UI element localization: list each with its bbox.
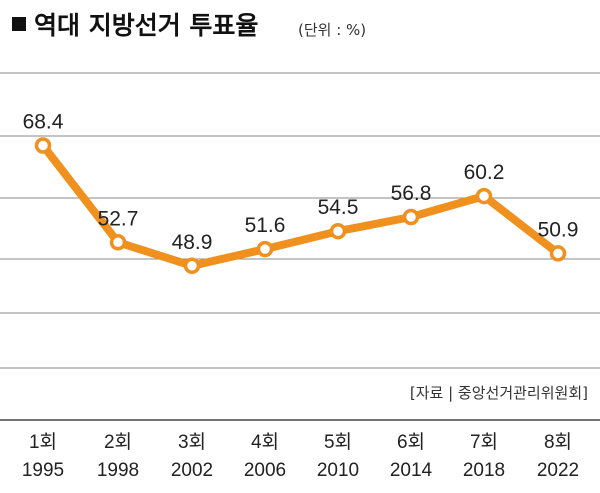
source-note: [자료 | 중앙선거관리위원회] <box>410 384 588 402</box>
data-point-3 <box>183 257 201 275</box>
data-point-1 <box>34 137 52 154</box>
x-axis-labels: 1회 1995 2회 1998 3회 2002 4회 2006 5회 2010 6회 2014 7회 20… <box>22 431 579 481</box>
x-label-year-8: 2022 <box>537 460 579 481</box>
series-line <box>39 141 562 270</box>
x-label-year-7: 2018 <box>463 460 505 481</box>
data-markers <box>34 137 567 275</box>
data-point-6 <box>402 208 420 226</box>
data-label-7: 60.2 <box>464 161 505 184</box>
data-label-2: 52.7 <box>98 207 139 230</box>
data-label-1: 68.4 <box>23 111 64 134</box>
x-label-year-6: 2014 <box>390 460 433 481</box>
chart-unit: (단위 : %) <box>298 21 366 39</box>
x-label-round-6: 6회 <box>397 431 425 453</box>
data-point-8 <box>549 245 567 262</box>
x-label-year-3: 2002 <box>171 460 213 481</box>
chart-title: 역대 지방선거 투표율 <box>34 11 258 40</box>
x-label-year-4: 2006 <box>244 460 286 481</box>
data-point-2 <box>109 234 127 251</box>
x-label-round-3: 3회 <box>178 431 206 453</box>
data-label-6: 56.8 <box>391 182 432 205</box>
x-label-year-5: 2010 <box>317 460 359 481</box>
x-label-round-8: 8회 <box>544 431 572 453</box>
data-label-3: 48.9 <box>172 231 213 254</box>
data-labels: 68.4 52.7 48.9 51.6 54.5 56.8 60.2 50.9 <box>23 111 579 254</box>
data-point-7 <box>475 187 493 205</box>
title-square-icon <box>12 17 26 31</box>
x-label-round-2: 2회 <box>104 431 132 453</box>
gridlines <box>0 72 600 369</box>
x-label-year-1: 1995 <box>22 460 64 481</box>
data-label-8: 50.9 <box>538 218 579 241</box>
data-label-4: 51.6 <box>245 214 286 237</box>
x-label-round-4: 4회 <box>251 431 279 453</box>
x-label-round-5: 5회 <box>324 431 352 453</box>
data-label-5: 54.5 <box>318 196 359 219</box>
data-point-5 <box>329 222 347 240</box>
x-label-round-1: 1회 <box>29 431 57 453</box>
x-label-year-2: 1998 <box>97 460 139 481</box>
x-label-round-7: 7회 <box>470 431 498 453</box>
data-point-4 <box>256 240 274 258</box>
